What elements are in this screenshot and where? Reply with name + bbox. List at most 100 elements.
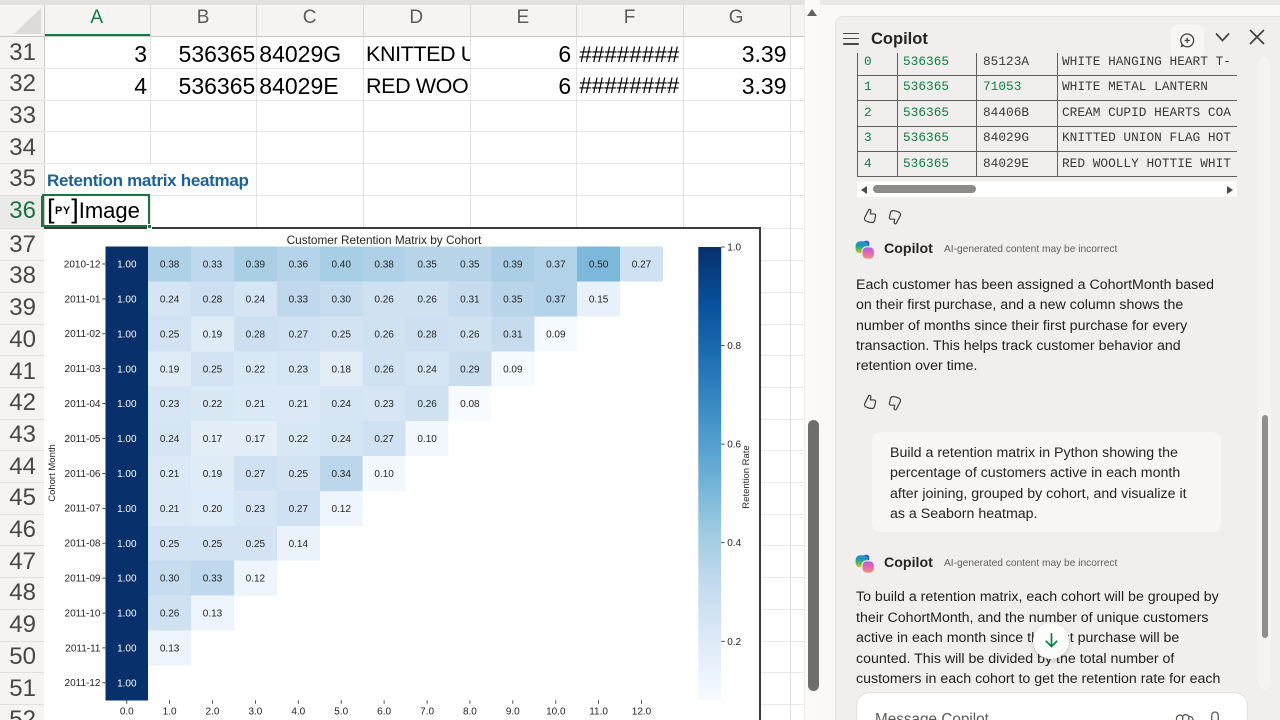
svg-text:0.39: 0.39 xyxy=(503,260,523,271)
svg-text:0.26: 0.26 xyxy=(417,399,437,410)
svg-text:0.50: 0.50 xyxy=(589,260,609,271)
svg-text:0.17: 0.17 xyxy=(203,434,223,445)
svg-text:5.0: 5.0 xyxy=(334,706,348,717)
svg-text:0.2: 0.2 xyxy=(727,637,741,648)
svg-text:0.37: 0.37 xyxy=(546,295,566,306)
svg-text:1.00: 1.00 xyxy=(117,469,137,480)
svg-text:0.13: 0.13 xyxy=(160,644,180,655)
svg-text:0.27: 0.27 xyxy=(289,504,309,515)
svg-text:0.09: 0.09 xyxy=(546,329,566,340)
svg-text:0.23: 0.23 xyxy=(289,364,309,375)
svg-text:0.18: 0.18 xyxy=(331,364,351,375)
svg-text:0.22: 0.22 xyxy=(246,364,266,375)
svg-text:0.28: 0.28 xyxy=(203,295,223,306)
svg-text:0.19: 0.19 xyxy=(203,469,223,480)
svg-text:0.33: 0.33 xyxy=(289,295,309,306)
svg-text:0.24: 0.24 xyxy=(331,399,351,410)
svg-text:0.4: 0.4 xyxy=(727,538,741,549)
svg-text:0.25: 0.25 xyxy=(203,364,223,375)
svg-text:11.0: 11.0 xyxy=(589,706,608,717)
svg-text:0.24: 0.24 xyxy=(417,364,437,375)
svg-text:1.00: 1.00 xyxy=(117,539,137,550)
svg-text:0.27: 0.27 xyxy=(374,434,394,445)
svg-text:1.00: 1.00 xyxy=(117,399,137,410)
svg-text:0.25: 0.25 xyxy=(160,329,180,340)
svg-text:1.00: 1.00 xyxy=(117,434,137,445)
svg-text:0.21: 0.21 xyxy=(160,469,180,480)
svg-text:0.14: 0.14 xyxy=(289,539,309,550)
svg-text:0.25: 0.25 xyxy=(203,539,223,550)
svg-text:0.35: 0.35 xyxy=(503,295,523,306)
svg-text:0.26: 0.26 xyxy=(417,295,437,306)
svg-text:0.08: 0.08 xyxy=(460,399,480,410)
svg-text:0.25: 0.25 xyxy=(246,539,266,550)
svg-text:0.17: 0.17 xyxy=(246,434,266,445)
svg-text:0.24: 0.24 xyxy=(246,295,266,306)
svg-text:0.27: 0.27 xyxy=(632,260,652,271)
svg-text:1.00: 1.00 xyxy=(117,295,137,306)
svg-text:2011-03: 2011-03 xyxy=(65,364,101,375)
svg-text:0.19: 0.19 xyxy=(203,329,223,340)
svg-text:Cohort Month: Cohort Month xyxy=(47,444,58,502)
svg-text:0.23: 0.23 xyxy=(374,399,394,410)
svg-text:1.00: 1.00 xyxy=(117,644,137,655)
svg-text:0.13: 0.13 xyxy=(203,609,223,620)
svg-text:0.15: 0.15 xyxy=(589,295,609,306)
svg-text:1.00: 1.00 xyxy=(117,504,137,515)
svg-text:0.36: 0.36 xyxy=(289,260,309,271)
svg-text:0.26: 0.26 xyxy=(160,609,180,620)
svg-text:0.28: 0.28 xyxy=(246,329,266,340)
svg-text:0.20: 0.20 xyxy=(203,504,223,515)
svg-text:0.24: 0.24 xyxy=(331,434,351,445)
svg-text:0.26: 0.26 xyxy=(374,295,394,306)
svg-text:0.30: 0.30 xyxy=(160,574,180,585)
svg-text:2011-10: 2011-10 xyxy=(65,608,101,619)
svg-text:0.12: 0.12 xyxy=(331,504,351,515)
svg-text:0.38: 0.38 xyxy=(160,260,180,271)
svg-text:1.00: 1.00 xyxy=(117,260,137,271)
svg-text:2011-05: 2011-05 xyxy=(65,434,101,445)
svg-text:0.22: 0.22 xyxy=(203,399,223,410)
svg-text:0.37: 0.37 xyxy=(546,260,566,271)
svg-text:0.10: 0.10 xyxy=(417,434,437,445)
svg-text:2011-12: 2011-12 xyxy=(65,678,101,689)
svg-text:1.00: 1.00 xyxy=(117,609,137,620)
svg-text:2011-04: 2011-04 xyxy=(65,399,101,410)
svg-text:2011-02: 2011-02 xyxy=(65,329,101,340)
svg-text:0.23: 0.23 xyxy=(160,399,180,410)
svg-text:0.09: 0.09 xyxy=(503,364,523,375)
svg-text:0.0: 0.0 xyxy=(120,706,134,717)
svg-text:0.38: 0.38 xyxy=(374,260,394,271)
svg-text:0.27: 0.27 xyxy=(246,469,266,480)
svg-text:1.00: 1.00 xyxy=(117,678,137,689)
svg-text:0.29: 0.29 xyxy=(460,364,480,375)
svg-text:0.10: 0.10 xyxy=(374,469,394,480)
svg-text:0.8: 0.8 xyxy=(727,341,741,352)
svg-text:0.21: 0.21 xyxy=(289,399,309,410)
svg-text:2011-07: 2011-07 xyxy=(65,504,101,515)
svg-text:0.25: 0.25 xyxy=(289,469,309,480)
svg-text:2011-09: 2011-09 xyxy=(65,574,101,585)
svg-text:0.23: 0.23 xyxy=(246,504,266,515)
svg-text:2.0: 2.0 xyxy=(206,706,220,717)
svg-text:2011-01: 2011-01 xyxy=(65,294,101,305)
svg-text:0.33: 0.33 xyxy=(203,260,223,271)
svg-text:12.0: 12.0 xyxy=(632,706,652,717)
svg-text:0.12: 0.12 xyxy=(246,574,266,585)
svg-text:1.0: 1.0 xyxy=(727,243,741,254)
svg-text:0.26: 0.26 xyxy=(460,329,480,340)
svg-text:0.40: 0.40 xyxy=(331,260,351,271)
svg-text:0.25: 0.25 xyxy=(160,539,180,550)
svg-text:9.0: 9.0 xyxy=(506,706,520,717)
svg-text:0.25: 0.25 xyxy=(331,329,351,340)
svg-text:0.21: 0.21 xyxy=(246,399,266,410)
svg-text:1.0: 1.0 xyxy=(163,706,177,717)
svg-text:0.22: 0.22 xyxy=(289,434,309,445)
svg-text:0.6: 0.6 xyxy=(727,440,741,451)
svg-text:2011-11: 2011-11 xyxy=(65,643,101,654)
svg-text:1.00: 1.00 xyxy=(117,364,137,375)
svg-text:4.0: 4.0 xyxy=(291,706,305,717)
svg-text:0.28: 0.28 xyxy=(417,329,437,340)
svg-text:0.35: 0.35 xyxy=(417,260,437,271)
svg-text:Customer Retention Matrix by C: Customer Retention Matrix by Cohort xyxy=(287,233,482,247)
